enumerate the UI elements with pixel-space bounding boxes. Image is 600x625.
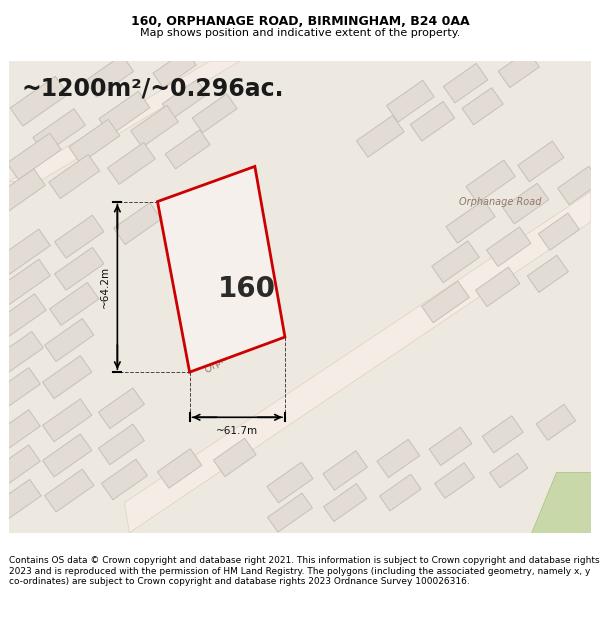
Polygon shape xyxy=(466,160,515,203)
Polygon shape xyxy=(446,200,495,243)
Polygon shape xyxy=(101,459,148,500)
Text: 160, ORPHANAGE ROAD, BIRMINGHAM, B24 0AA: 160, ORPHANAGE ROAD, BIRMINGHAM, B24 0AA xyxy=(131,15,469,28)
Polygon shape xyxy=(98,388,145,429)
Polygon shape xyxy=(377,439,420,478)
Polygon shape xyxy=(475,267,520,307)
Polygon shape xyxy=(487,227,531,266)
Polygon shape xyxy=(157,449,202,488)
Polygon shape xyxy=(531,472,591,532)
Text: ~64.2m: ~64.2m xyxy=(100,266,110,308)
Text: Orphanage Road: Orphanage Road xyxy=(203,319,277,375)
Polygon shape xyxy=(43,399,92,442)
Polygon shape xyxy=(527,255,568,292)
Polygon shape xyxy=(490,453,528,488)
Polygon shape xyxy=(410,101,455,141)
Polygon shape xyxy=(0,259,50,304)
Polygon shape xyxy=(431,241,479,282)
Polygon shape xyxy=(49,154,100,199)
Polygon shape xyxy=(165,130,210,169)
Polygon shape xyxy=(267,462,313,503)
Polygon shape xyxy=(43,434,92,477)
Polygon shape xyxy=(192,94,237,132)
Polygon shape xyxy=(0,331,43,377)
Polygon shape xyxy=(380,474,421,511)
Text: ~61.7m: ~61.7m xyxy=(216,426,259,436)
Polygon shape xyxy=(386,81,434,122)
Polygon shape xyxy=(50,282,99,326)
Polygon shape xyxy=(268,493,313,532)
Polygon shape xyxy=(55,248,104,290)
Polygon shape xyxy=(44,319,94,361)
Polygon shape xyxy=(44,469,94,512)
Polygon shape xyxy=(557,166,600,204)
Polygon shape xyxy=(0,479,41,526)
Text: 160: 160 xyxy=(218,276,276,303)
Polygon shape xyxy=(443,63,488,103)
Text: Orphanage Road: Orphanage Road xyxy=(460,196,542,206)
Text: Contains OS data © Crown copyright and database right 2021. This information is : Contains OS data © Crown copyright and d… xyxy=(9,556,599,586)
Polygon shape xyxy=(55,215,104,258)
Polygon shape xyxy=(434,462,475,498)
Polygon shape xyxy=(43,356,92,399)
Polygon shape xyxy=(107,142,155,184)
Polygon shape xyxy=(503,183,549,224)
Polygon shape xyxy=(0,410,40,455)
Polygon shape xyxy=(7,133,61,179)
Polygon shape xyxy=(33,109,85,154)
Text: ~1200m²/~0.296ac.: ~1200m²/~0.296ac. xyxy=(21,76,284,100)
Polygon shape xyxy=(356,116,404,158)
Polygon shape xyxy=(498,51,539,88)
Polygon shape xyxy=(518,141,564,182)
Polygon shape xyxy=(0,368,40,413)
Polygon shape xyxy=(69,119,120,163)
Polygon shape xyxy=(124,191,591,532)
Polygon shape xyxy=(113,202,161,244)
Polygon shape xyxy=(0,169,46,214)
Polygon shape xyxy=(0,229,50,274)
Polygon shape xyxy=(214,438,256,477)
Polygon shape xyxy=(536,404,575,440)
Polygon shape xyxy=(429,428,472,466)
Polygon shape xyxy=(482,416,523,453)
Polygon shape xyxy=(158,166,285,372)
Polygon shape xyxy=(538,213,580,250)
Polygon shape xyxy=(9,61,240,181)
Polygon shape xyxy=(462,88,503,125)
Polygon shape xyxy=(323,451,367,490)
Polygon shape xyxy=(0,294,46,340)
Polygon shape xyxy=(99,91,150,135)
Polygon shape xyxy=(98,424,145,465)
Text: Map shows position and indicative extent of the property.: Map shows position and indicative extent… xyxy=(140,28,460,38)
Polygon shape xyxy=(0,445,40,490)
Polygon shape xyxy=(422,281,469,322)
Polygon shape xyxy=(153,50,196,88)
Polygon shape xyxy=(323,484,367,521)
Polygon shape xyxy=(10,76,68,126)
Polygon shape xyxy=(162,80,207,119)
Polygon shape xyxy=(131,106,178,147)
Polygon shape xyxy=(85,55,134,98)
